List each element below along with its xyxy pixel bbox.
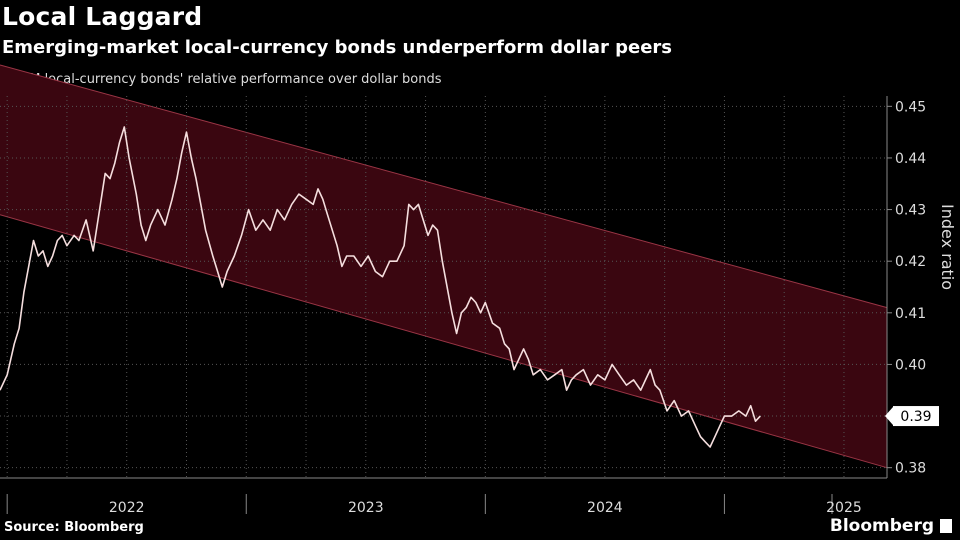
y-tick-label: 0.44 (895, 151, 926, 167)
source-note: Source: Bloomberg (4, 520, 144, 535)
last-value-box (893, 406, 939, 427)
chart-subtitle: Emerging-market local-currency bonds und… (2, 37, 672, 58)
y-tick-label: 0.45 (895, 99, 926, 115)
chart-title: Local Laggard (2, 2, 203, 31)
last-value-pointer (885, 407, 893, 426)
brand-logo: Bloomberg (830, 516, 952, 536)
y-tick-label: 0.41 (895, 306, 926, 322)
last-value-label: 0.39 (900, 409, 931, 425)
channel-upper-edge (0, 64, 888, 309)
x-tick-label: 2023 (348, 500, 384, 516)
brand-name: Bloomberg (829, 516, 934, 536)
legend-label: EM local-currency bonds' relative perfor… (21, 72, 442, 87)
bloomberg-mark-icon (940, 519, 952, 533)
x-tick-label: 2025 (826, 500, 862, 516)
y-tick-label: 0.42 (895, 254, 926, 270)
y-tick-label: 0.40 (895, 357, 926, 373)
y-tick-label: 0.38 (895, 461, 926, 477)
channel-lower-edge (0, 214, 888, 469)
series-line (0, 126, 761, 448)
y-axis-title: Index ratio (938, 204, 957, 290)
y-tick-label: 0.43 (895, 203, 926, 219)
x-tick-label: 2024 (587, 500, 623, 516)
x-tick-label: 2022 (109, 500, 145, 516)
